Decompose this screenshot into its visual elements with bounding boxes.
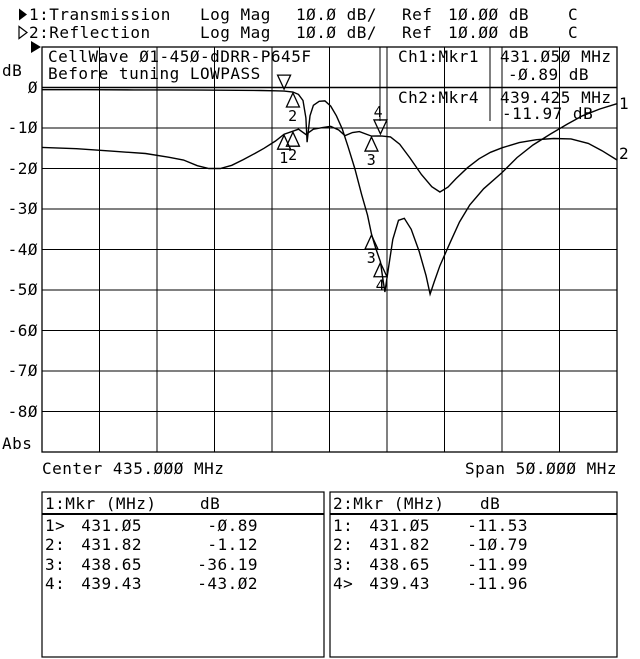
mkr-table2-row-label: 3:	[333, 554, 354, 574]
mkr-table1-row-label: 2:	[45, 535, 66, 555]
ch1-active-arrow-icon	[19, 8, 27, 21]
trace1-id-label: 1	[619, 94, 630, 113]
mkr-table1-row-label: 1>	[45, 516, 66, 535]
mkr-table1-row-db: -43.Ø2	[197, 573, 258, 593]
ch2-marker-4-label: 4	[374, 103, 384, 121]
ch1-readout-freq: 431.Ø5Ø MHz	[500, 47, 612, 66]
ch2-arrow-icon	[18, 25, 28, 40]
mkr-table2-row-db: -11.53	[467, 516, 528, 535]
ch2-ref-label: Ref	[402, 23, 433, 42]
ch2-marker-4-active-icon	[372, 119, 388, 136]
ch1-scale: 1Ø.Ø dB/	[296, 5, 378, 24]
mkr-table2-row-label: 1:	[333, 516, 354, 535]
y-axis-unit-label: dB	[2, 61, 23, 80]
ch1-marker-2-icon	[285, 91, 301, 108]
mkr-table1-header: 1:Mkr (MHz)	[45, 494, 157, 513]
ch2-marker-1-icon	[276, 133, 292, 150]
mkr-table2-row-freq: 439.43	[369, 573, 430, 593]
mkr-table2-row-label: 4>	[333, 573, 354, 593]
y-tick-label: -3Ø	[7, 199, 38, 218]
ch1-header-label: 1:Transmission	[29, 5, 171, 24]
mkr-table1-row-freq: 431.82	[81, 535, 142, 555]
ch2-readout-freq: 439.425 MHz	[500, 88, 612, 107]
ch2-marker-3-label: 3	[367, 151, 377, 169]
mkr-table2-row-label: 2:	[333, 535, 354, 555]
reference-level-arrow-icon	[31, 41, 41, 53]
mkr-table1-row-freq: 431.Ø5	[81, 516, 142, 535]
ch2-readout-label: Ch2:Mkr4	[398, 88, 480, 107]
mkr-table1-row-db: -36.19	[197, 554, 258, 574]
trace-2	[41, 125, 618, 193]
ch2-scale: 1Ø.Ø dB/	[296, 23, 378, 42]
ch2-marker-1-label: 1	[279, 149, 289, 167]
ch1-readout-level: -Ø.89 dB	[508, 65, 590, 84]
mkr-table2-header: 2:Mkr (MHz)	[333, 494, 445, 513]
ch2-marker-2-icon	[285, 130, 301, 147]
mkr-table1-row-freq: 438.65	[81, 554, 142, 574]
mkr-table1-row-label: 4:	[45, 573, 66, 593]
mkr-table2-row-freq: 431.82	[369, 535, 430, 555]
ch2-header-label: 2:Reflection	[29, 23, 151, 42]
span-label: Span 5Ø.ØØØ MHz	[465, 459, 617, 478]
y-tick-label: -2Ø	[7, 159, 38, 178]
y-tick-label: Ø	[27, 78, 38, 97]
mkr-table2-unit: dB	[480, 494, 501, 513]
center-frequency-label: Center 435.ØØØ MHz	[42, 459, 225, 478]
mkr-table2-row-freq: 431.Ø5	[369, 516, 430, 535]
mkr-table1-row-db: -1.12	[207, 535, 258, 555]
trace2-id-label: 2	[619, 144, 630, 163]
y-tick-label: -4Ø	[7, 240, 38, 259]
y-axis-abs-label: Abs	[2, 434, 33, 453]
y-tick-label: -7Ø	[7, 361, 38, 380]
ch2-readout-level: -11.97 dB	[502, 104, 594, 123]
mkr-table2-row-freq: 438.65	[369, 554, 430, 574]
ch1-ref-value: 1Ø.ØØ dB	[448, 5, 530, 24]
ch1-readout-label: Ch1:Mkr1	[398, 47, 480, 66]
ch2-ref-value: 1Ø.ØØ dB	[448, 23, 530, 42]
marker-table1-box	[41, 491, 325, 658]
mkr-table1-row-db: -Ø.89	[207, 516, 258, 535]
ch2-marker-3-icon	[363, 135, 379, 152]
y-tick-label: -6Ø	[7, 321, 38, 340]
marker-table2-box	[329, 491, 618, 658]
ch2-format: Log Mag	[200, 23, 271, 42]
ch1-marker-3-label: 3	[367, 249, 377, 267]
ch1-marker-4-label: 4	[376, 277, 386, 295]
y-tick-label: -1Ø	[7, 118, 38, 137]
ch2-cal-flag: C	[568, 23, 579, 42]
ch1-cal-flag: C	[568, 5, 579, 24]
ch1-ref-label: Ref	[402, 5, 433, 24]
ch1-marker-3-icon	[363, 233, 379, 250]
ch1-format: Log Mag	[200, 5, 271, 24]
ch2-marker-2-label: 2	[288, 146, 298, 164]
ch1-marker-2-label: 2	[288, 107, 298, 125]
y-tick-label: -8Ø	[7, 402, 38, 421]
y-tick-label: -5Ø	[7, 280, 38, 299]
mkr-table1-row-label: 3:	[45, 554, 66, 574]
mkr-table2-row-db: -11.96	[467, 573, 528, 593]
device-title: CellWave Ø1-45Ø-dDRR-P645F	[48, 47, 312, 66]
mkr-table1-unit: dB	[200, 494, 221, 513]
ch1-marker-4-icon	[372, 261, 388, 278]
title-subtitle: Before tuning LOWPASS	[48, 64, 261, 83]
mkr-table2-row-db: -1Ø.79	[467, 535, 528, 555]
ch1-marker-1-active-icon	[276, 74, 292, 91]
mkr-table1-row-freq: 439.43	[81, 573, 142, 593]
mkr-table2-row-db: -11.99	[467, 554, 528, 574]
